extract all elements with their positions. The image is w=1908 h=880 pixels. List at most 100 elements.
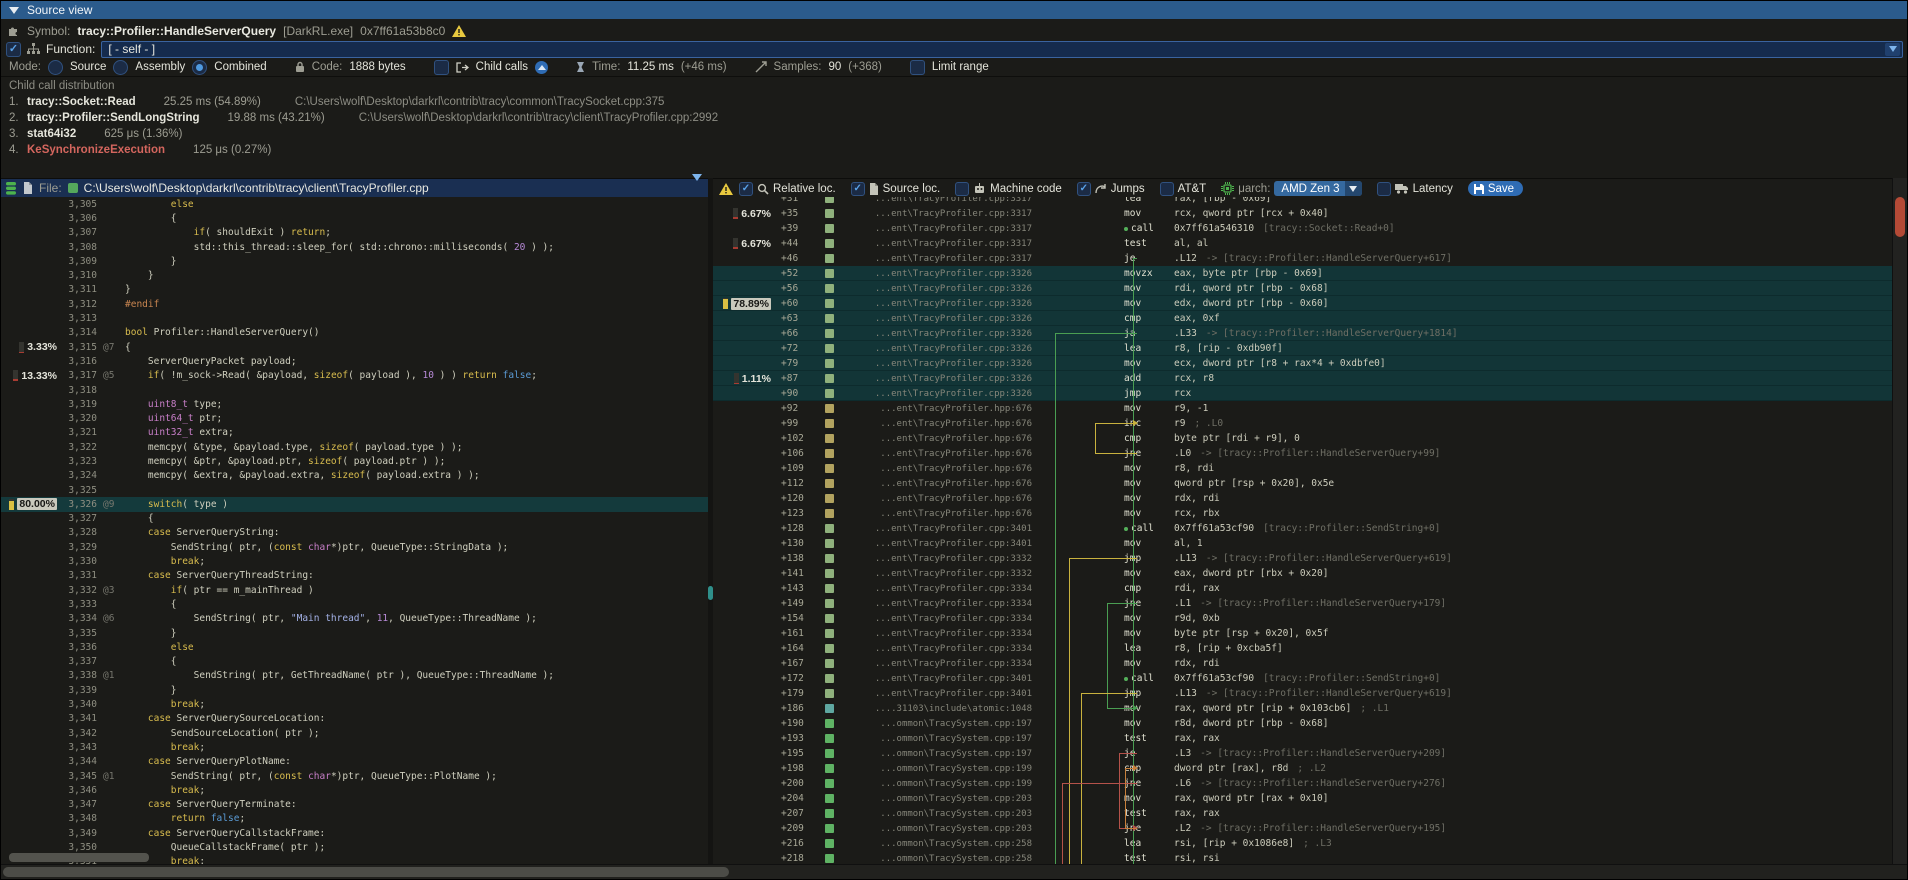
child-call-row[interactable]: 2. tracy::Profiler::SendLongString 19.88 m…: [9, 112, 719, 124]
limit-range-checkbox[interactable]: [909, 59, 925, 75]
mode-radio-assembly[interactable]: [113, 59, 129, 75]
source-line[interactable]: 3,325: [68, 484, 97, 496]
asm-row[interactable]: +164 ...ent\TracyProfiler.cpp:3334 lea r8, …: [781, 643, 1283, 654]
mode-option-assembly[interactable]: Assembly: [135, 61, 186, 73]
window-hscroll-thumb[interactable]: [3, 867, 729, 877]
source-line[interactable]: 3,347 case ServerQueryTerminate:: [68, 799, 297, 811]
asm-row[interactable]: +102 ...ent\TracyProfiler.hpp:676 cmp byte …: [781, 433, 1300, 444]
function-select[interactable]: [ - self - ]: [101, 40, 1903, 58]
source-line[interactable]: 3,310 }: [68, 270, 154, 282]
asm-row[interactable]: +63 ...ent\TracyProfiler.cpp:3326 cmp eax, …: [713, 311, 1893, 326]
collapse-up-button[interactable]: [535, 60, 549, 74]
source-line[interactable]: 3,343 break;: [68, 741, 206, 753]
asm-row[interactable]: +66 ...ent\TracyProfiler.cpp:3326 ja .L33 ->…: [713, 326, 1893, 341]
asm-row[interactable]: +72 ...ent\TracyProfiler.cpp:3326 lea r8, […: [713, 341, 1893, 356]
latency-label[interactable]: Latency: [1412, 182, 1453, 195]
source-line[interactable]: 3,305 else: [68, 198, 194, 210]
titlebar[interactable]: Source view: [1, 1, 1907, 19]
asm-row[interactable]: +143 ...ent\TracyProfiler.cpp:3334 cmp rdi,…: [781, 583, 1220, 594]
att-checkbox[interactable]: [1159, 181, 1174, 196]
asm-row[interactable]: 6.67% +44 ...ent\TracyProfiler.cpp:3317 tes…: [713, 236, 1893, 251]
uarch-select[interactable]: AMD Zen 3: [1274, 181, 1362, 196]
asm-row[interactable]: +218 ...ommon\TracySystem.cpp:258 test rsi,…: [781, 853, 1220, 864]
source-line[interactable]: 3,334 @6 SendString( ptr, "Main thread", …: [68, 613, 537, 625]
source-line[interactable]: 13.33% 3,317 @5 if( !m_sock->Read( &payloa…: [1, 369, 708, 383]
asm-row[interactable]: +112 ...ent\TracyProfiler.hpp:676 mov qword…: [781, 478, 1335, 489]
pane-splitter[interactable]: [708, 178, 713, 865]
asm-row[interactable]: +209 ...ommon\TracySystem.cpp:203 jne .L2 ->…: [781, 823, 1447, 834]
asm-row[interactable]: +138 ...ent\TracyProfiler.cpp:3332 jmp .L13…: [781, 553, 1452, 564]
jumps-checkbox[interactable]: ✓: [1076, 181, 1091, 196]
source-line[interactable]: 3,308 std::this_thread::sleep_for( std::…: [68, 241, 554, 253]
asm-row[interactable]: +204 ...ommon\TracySystem.cpp:203 mov rax, …: [781, 793, 1329, 804]
child-calls-checkbox[interactable]: [433, 59, 449, 75]
source-line[interactable]: 3,348 return false;: [68, 813, 246, 825]
source-line[interactable]: 3,318: [68, 384, 97, 396]
asm-vscroll-thumb[interactable]: [1895, 197, 1905, 237]
relative-loc-label[interactable]: Relative loc.: [773, 182, 836, 195]
source-line[interactable]: 3,320 uint64_t ptr;: [68, 413, 223, 425]
asm-row[interactable]: +130 ...ent\TracyProfiler.cpp:3401 mov al, …: [781, 538, 1203, 549]
jumps-label[interactable]: Jumps: [1110, 182, 1145, 195]
latency-checkbox[interactable]: [1376, 181, 1391, 196]
asm-row[interactable]: +207 ...ommon\TracySystem.cpp:203 test rax,…: [781, 808, 1220, 819]
asm-row[interactable]: +99 ...ent\TracyProfiler.hpp:676 inc r9; .L…: [781, 418, 1224, 429]
asm-row[interactable]: +106 ...ent\TracyProfiler.hpp:676 jne .L0 ->…: [781, 448, 1441, 459]
uarch-chevron-icon[interactable]: [1344, 181, 1362, 196]
asm-row[interactable]: +56 ...ent\TracyProfiler.cpp:3326 mov rdi, …: [713, 281, 1893, 296]
source-line[interactable]: 3,346 break;: [68, 784, 206, 796]
asm-row[interactable]: +128 ...ent\TracyProfiler.cpp:3401 call 0x7…: [781, 523, 1441, 534]
asm-row[interactable]: +120 ...ent\TracyProfiler.hpp:676 mov rdx, …: [781, 493, 1220, 504]
source-line[interactable]: 3,309 }: [68, 255, 177, 267]
source-hscroll-thumb[interactable]: [9, 853, 149, 862]
source-line[interactable]: 3,335 }: [68, 627, 177, 639]
asm-row[interactable]: +149 ...ent\TracyProfiler.cpp:3334 jne .L1-…: [781, 598, 1447, 609]
source-line[interactable]: 3,314 bool Profiler::HandleServerQuery(): [68, 327, 320, 339]
asm-row[interactable]: +193 ...ommon\TracySystem.cpp:197 test rax,…: [781, 733, 1220, 744]
source-line[interactable]: 3,341 case ServerQuerySourceLocation:: [68, 713, 326, 725]
function-checkbox[interactable]: ✓: [6, 41, 21, 57]
asm-row[interactable]: 78.89% +60 ...ent\TracyProfiler.cpp:3326 mo…: [713, 296, 1893, 311]
asm-row[interactable]: +198 ...ommon\TracySystem.cpp:199 cmp dword…: [781, 763, 1326, 774]
source-line[interactable]: 3,322 memcpy( &type, &payload.type, size…: [68, 441, 463, 453]
source-line[interactable]: 3,307 if( shouldExit ) return;: [68, 227, 331, 239]
source-line[interactable]: 3,321 uint32_t extra;: [68, 427, 234, 439]
source-line[interactable]: 3,311}: [68, 284, 131, 296]
asm-row[interactable]: 6.67% +35 ...ent\TracyProfiler.cpp:3317 mov…: [713, 206, 1893, 221]
source-line[interactable]: 3,331 case ServerQueryThreadString:: [68, 570, 314, 582]
source-line[interactable]: 3,339 }: [68, 684, 177, 696]
source-line[interactable]: 3,329 SendString( ptr, (const char*)ptr,…: [68, 541, 509, 553]
source-line[interactable]: 3,312 #endif: [68, 298, 160, 310]
asm-row[interactable]: +179 ...ent\TracyProfiler.cpp:3401 jmp .L13…: [781, 688, 1452, 699]
asm-row[interactable]: +52 ...ent\TracyProfiler.cpp:3326 movzx eax…: [713, 266, 1893, 281]
source-loc-checkbox[interactable]: ✓: [850, 181, 865, 196]
save-button[interactable]: Save: [1467, 181, 1524, 196]
asm-row[interactable]: +39 ...ent\TracyProfiler.cpp:3317 call 0x7f…: [781, 223, 1395, 234]
collapse-icon[interactable]: [9, 6, 19, 14]
source-line[interactable]: 3,316 ServerQueryPacket payload;: [68, 355, 297, 367]
source-line[interactable]: 3,342 SendSourceLocation( ptr );: [68, 727, 320, 739]
source-line[interactable]: 3,336 else: [68, 641, 194, 653]
asm-row[interactable]: +109 ...ent\TracyProfiler.hpp:676 mov r8, r…: [781, 463, 1215, 474]
source-line[interactable]: 3,313: [68, 313, 97, 325]
asm-row[interactable]: +186 ....31103\include\atomic:1048 mov rax,…: [781, 703, 1389, 714]
att-label[interactable]: AT&T: [1177, 182, 1207, 195]
source-line[interactable]: 3,327 {: [68, 513, 154, 525]
source-line[interactable]: 3,330 break;: [68, 556, 206, 568]
asm-row[interactable]: +216 ...ommon\TracySystem.cpp:258 lea rsi, …: [781, 838, 1332, 849]
asm-row[interactable]: +200 ...ommon\TracySystem.cpp:199 jne .L6 ->…: [781, 778, 1447, 789]
source-line[interactable]: 3,319 uint8_t type;: [68, 398, 223, 410]
source-line[interactable]: 80.00% 3,326 @9 switch( type ): [1, 497, 708, 512]
window-hscrollbar[interactable]: [1, 864, 1907, 879]
asm-vscrollbar[interactable]: [1892, 178, 1907, 865]
asm-row[interactable]: +141 ...ent\TracyProfiler.cpp:3332 mov eax,…: [781, 568, 1329, 579]
source-line[interactable]: 3,344 case ServerQueryPlotName:: [68, 756, 291, 768]
limit-range-label[interactable]: Limit range: [931, 61, 989, 73]
relative-loc-checkbox[interactable]: ✓: [739, 181, 753, 196]
splitter-grip[interactable]: [708, 586, 713, 600]
source-line[interactable]: 3,324 memcpy( &extra, &payload.extra, si…: [68, 470, 480, 482]
source-line[interactable]: 3.33% 3,315 @7{: [1, 340, 708, 354]
source-line[interactable]: 3,306 {: [68, 212, 177, 224]
source-line[interactable]: 3,337 {: [68, 656, 177, 668]
asm-row[interactable]: +161 ...ent\TracyProfiler.cpp:3334 mov byte…: [781, 628, 1329, 639]
